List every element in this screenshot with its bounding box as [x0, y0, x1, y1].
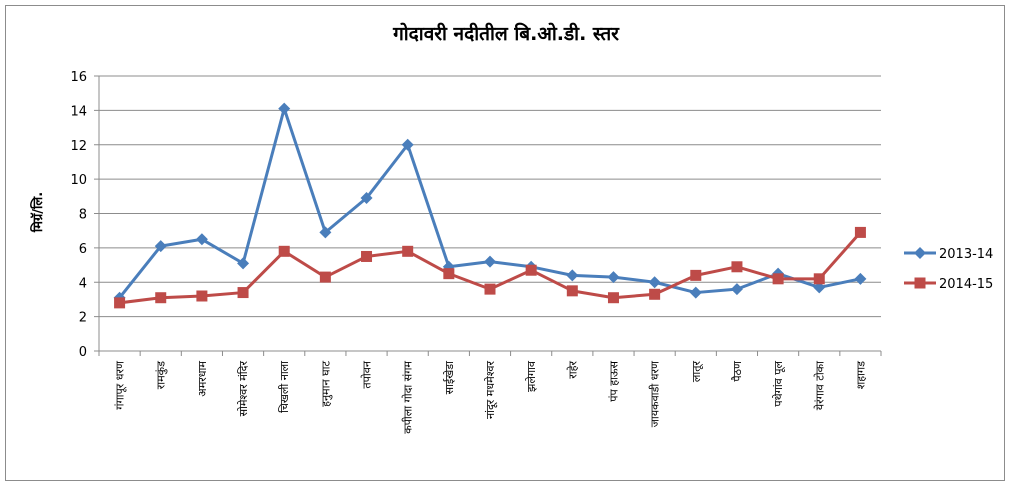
data-point	[237, 287, 249, 299]
series-layer	[113, 102, 867, 309]
y-tick-label: 0	[79, 345, 87, 360]
y-tick-label: 14	[70, 104, 87, 119]
y-tick-label: 8	[79, 208, 87, 223]
gridlines	[99, 75, 881, 318]
x-tick-label: पथेगांव पूल	[772, 360, 786, 406]
x-tick-label: झलेगाव	[525, 360, 538, 392]
legend-marker	[914, 277, 926, 289]
series-2014-15	[114, 226, 866, 309]
data-point	[319, 271, 331, 283]
legend-entry: 2014-15	[904, 277, 993, 292]
x-tick-label: पैठण	[731, 360, 744, 382]
x-tick-label: येरंगाव टोका	[813, 361, 826, 410]
x-tick-label: पंप हाऊस	[607, 360, 620, 401]
x-tick-label: रामकुंड	[155, 361, 168, 389]
data-point	[361, 250, 373, 262]
chart-frame: गोदावरी नदीतील बि.ओ.डी. स्तर 0 2 4 6 8 10 12 14…	[5, 5, 1005, 481]
data-point	[195, 233, 208, 246]
bod-line-chart: गोदावरी नदीतील बि.ओ.डी. स्तर 0 2 4 6 8 10 12 14…	[30, 22, 993, 434]
data-point	[689, 286, 702, 299]
legend-label: 2014-15	[939, 277, 993, 292]
data-point	[525, 264, 537, 276]
legend-marker	[914, 247, 926, 259]
x-tick-label: कपीला गोदा संगम	[402, 361, 415, 434]
data-point	[278, 102, 291, 115]
y-tick-label: 12	[70, 139, 87, 154]
x-tick-label: शहागड	[854, 361, 867, 389]
data-point	[813, 273, 825, 285]
data-point	[484, 255, 496, 268]
series-2013-14	[113, 102, 867, 304]
data-point	[813, 281, 826, 294]
axes	[94, 75, 882, 356]
data-point	[649, 288, 661, 300]
legend-label: 2013-14	[939, 247, 993, 262]
data-point	[607, 292, 619, 304]
y-tick-label: 10	[70, 173, 87, 188]
data-point	[114, 297, 126, 309]
data-point	[730, 283, 743, 296]
x-tick-label: हनुमान घाट	[319, 361, 332, 407]
data-point	[854, 272, 867, 285]
data-point	[319, 226, 332, 239]
data-point	[278, 245, 290, 257]
data-point	[360, 192, 373, 205]
y-tick-label: 2	[79, 311, 87, 326]
data-point	[566, 269, 579, 282]
data-point	[443, 268, 455, 280]
x-tick-label: अमरधाम	[196, 361, 209, 397]
x-tick-label: लातूर	[690, 361, 704, 383]
x-tick-label: नांदूर मधमेश्वर	[484, 361, 498, 420]
data-point	[731, 261, 743, 273]
data-point	[607, 271, 620, 284]
x-tick-label: चिखली नाला	[278, 361, 291, 413]
y-axis-label: मिग्रॅ/लि.	[30, 192, 46, 233]
data-point	[237, 257, 250, 270]
data-point	[401, 138, 414, 151]
y-tick-label: 16	[70, 70, 87, 85]
data-point	[154, 240, 167, 253]
y-tick-label: 4	[79, 276, 87, 291]
data-point	[566, 285, 578, 297]
data-point	[690, 269, 702, 281]
data-point	[484, 283, 496, 295]
x-tick-labels: गंगापूर धरण रामकुंड अमरधाम सोमेश्वर मंदिर चि…	[114, 360, 868, 434]
legend: 2013-14 2014-15	[904, 247, 993, 292]
x-tick-label: गंगापूर धरण	[114, 360, 128, 410]
data-point	[648, 276, 661, 289]
data-point	[772, 273, 784, 285]
x-tick-label: तपोवन	[361, 360, 374, 388]
legend-entry: 2013-14	[904, 247, 993, 262]
chart-title: गोदावरी नदीतील बि.ओ.डी. स्तर	[392, 22, 620, 45]
data-point	[155, 292, 167, 304]
data-point	[402, 245, 414, 257]
x-tick-label: जायकवाडी धरण	[649, 360, 662, 427]
x-tick-label: राहेर	[566, 361, 579, 379]
x-tick-label: साईखेडा	[443, 361, 456, 395]
y-tick-label: 6	[79, 242, 87, 257]
y-tick-labels: 0 2 4 6 8 10 12 14 16	[70, 70, 87, 360]
data-point	[854, 226, 866, 238]
data-point	[196, 290, 208, 302]
x-tick-label: सोमेश्वर मंदिर	[237, 361, 250, 417]
